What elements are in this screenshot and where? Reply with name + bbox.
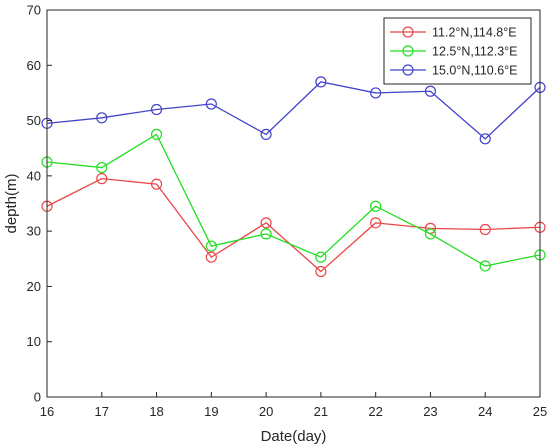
- legend-entry: 12.5°N,112.3°E: [390, 45, 518, 59]
- x-tick-label: 17: [95, 404, 109, 419]
- y-tick-label: 0: [34, 390, 41, 405]
- x-tick-label: 18: [149, 404, 163, 419]
- data-point: [315, 251, 327, 263]
- y-tick-label: 50: [27, 113, 41, 128]
- series-layer: [41, 76, 546, 278]
- y-tick-label: 10: [27, 334, 41, 349]
- x-tick-label: 23: [423, 404, 437, 419]
- data-point: [424, 85, 437, 97]
- data-point: [370, 217, 382, 229]
- data-point: [315, 76, 327, 88]
- y-tick-label: 30: [27, 224, 41, 239]
- data-point: [205, 98, 217, 110]
- x-axis-title: Date(day): [261, 428, 327, 445]
- data-point: [205, 240, 217, 252]
- legend-label: 12.5°N,112.3°E: [432, 45, 518, 59]
- data-point: [260, 128, 272, 140]
- data-point: [205, 251, 217, 263]
- series: [41, 173, 546, 278]
- series-line: [46, 81, 541, 140]
- legend-entry: 11.2°N,114.8°E: [390, 26, 517, 40]
- data-point: [315, 265, 327, 278]
- series-line: [46, 133, 541, 267]
- data-point: [150, 103, 163, 116]
- y-tick-label: 20: [27, 279, 41, 294]
- x-tick-label: 16: [40, 404, 54, 419]
- legend-label: 11.2°N,114.8°E: [432, 26, 517, 40]
- x-tick-label: 22: [368, 404, 382, 419]
- legend-entry: 15.0°N,110.6°E: [390, 64, 518, 78]
- plot-area-frame: [46, 9, 541, 398]
- data-point: [260, 217, 272, 229]
- legend-box: [383, 17, 532, 85]
- legend-marker: [402, 64, 414, 76]
- data-point: [150, 128, 163, 140]
- y-tick-label: 40: [27, 168, 41, 183]
- data-point: [96, 161, 108, 174]
- series-line: [46, 177, 541, 273]
- data-point: [150, 178, 163, 190]
- series: [41, 76, 546, 145]
- x-tick-label: 25: [533, 404, 547, 419]
- data-point: [370, 87, 382, 99]
- y-axis-title: depth(m): [3, 173, 20, 233]
- legend-marker: [402, 26, 414, 38]
- x-tick-label: 20: [259, 404, 273, 419]
- x-tick-label: 24: [478, 404, 492, 419]
- legend-marker: [402, 45, 414, 57]
- x-tick-label: 19: [204, 404, 218, 419]
- legend: 11.2°N,114.8°E 12.5°N,112.3°E 15.0°N,110…: [383, 17, 532, 85]
- y-tick-label: 60: [27, 58, 41, 73]
- legend-label: 15.0°N,110.6°E: [432, 64, 518, 78]
- axis-ticks: 16 17 18 19 20 21 22 23 24 25 0 10 20 30 40 50 60 70: [27, 3, 548, 420]
- x-tick-label: 21: [314, 404, 328, 419]
- data-point: [370, 200, 382, 212]
- data-point: [479, 133, 491, 145]
- data-point: [479, 223, 491, 236]
- data-point: [479, 260, 491, 272]
- series: [41, 128, 546, 272]
- y-tick-label: 70: [27, 3, 41, 18]
- data-point: [96, 173, 108, 185]
- data-point: [260, 228, 272, 240]
- data-point: [96, 112, 108, 124]
- data-point: [424, 228, 437, 240]
